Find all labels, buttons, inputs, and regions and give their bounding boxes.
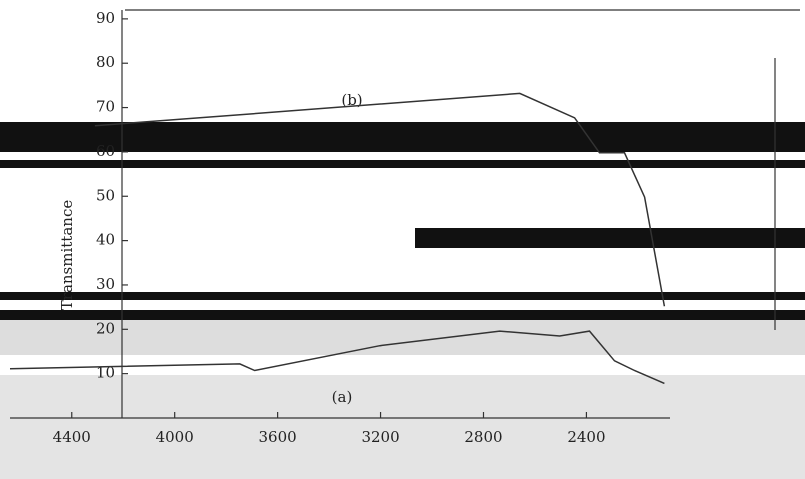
scan-artifact	[0, 310, 805, 320]
y-axis-label: Transmittance	[58, 200, 76, 311]
scan-artifact	[0, 375, 805, 479]
scan-artifact	[0, 160, 805, 168]
x-tick-label: 4400	[53, 428, 91, 446]
scan-artifact	[0, 292, 805, 300]
scan-artifact	[0, 320, 805, 355]
y-tick-label: 20	[96, 319, 115, 337]
y-tick-label: 60	[96, 142, 115, 160]
x-tick-label: 2400	[567, 428, 605, 446]
y-tick-label: 70	[96, 98, 115, 116]
y-tick-label: 50	[96, 186, 115, 204]
annotation: (a)	[332, 388, 353, 406]
y-tick-label: 40	[96, 231, 115, 249]
x-tick-label: 2800	[464, 428, 502, 446]
x-tick-label: 4000	[156, 428, 194, 446]
y-tick-label: 30	[96, 275, 115, 293]
scan-artifact	[415, 228, 805, 248]
spectrum-line	[94, 92, 666, 307]
y-tick-label: 90	[96, 9, 115, 27]
scan-artifact	[0, 122, 805, 152]
annotation: (b)	[341, 91, 362, 109]
spectrum-line	[9, 330, 665, 385]
y-tick-label: 80	[96, 53, 115, 71]
x-tick-label: 3600	[259, 428, 297, 446]
y-tick-label: 10	[96, 364, 115, 382]
x-tick-label: 3200	[361, 428, 399, 446]
